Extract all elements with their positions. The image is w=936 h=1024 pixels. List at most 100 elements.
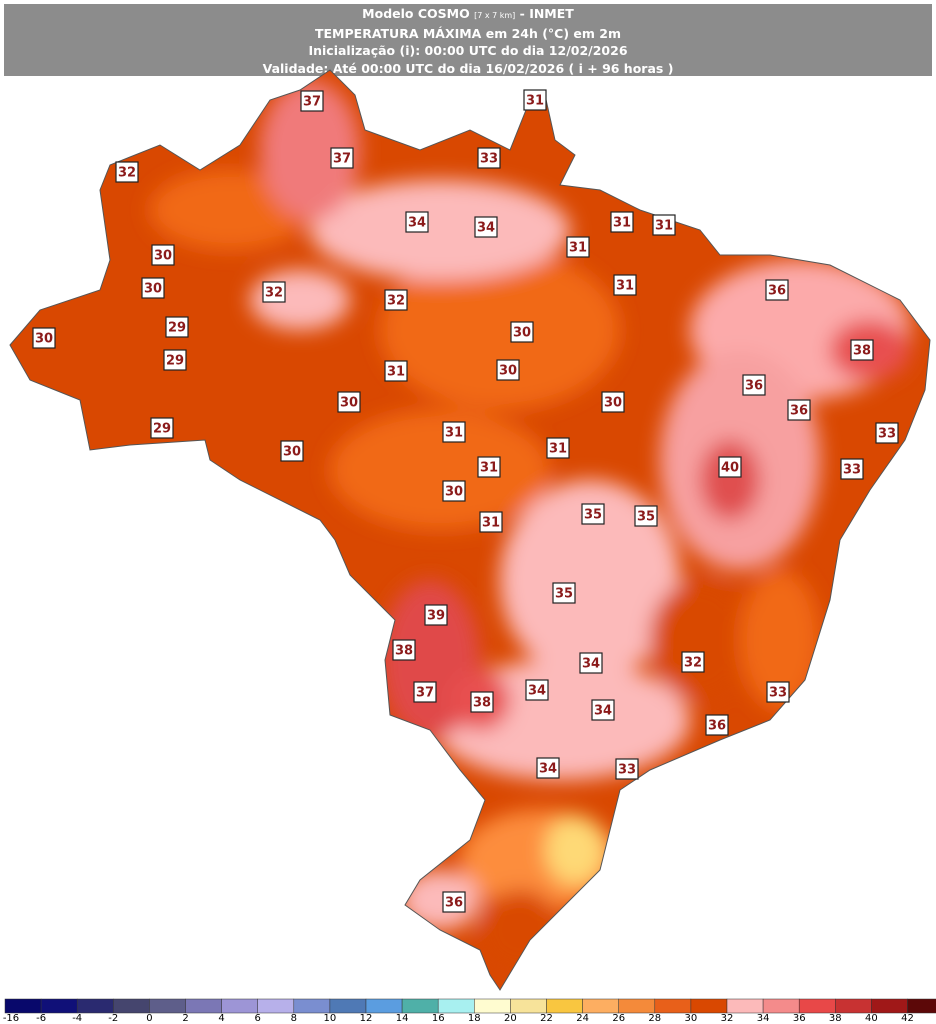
label-value: 31	[549, 442, 567, 457]
temperature-label: 30	[280, 440, 304, 462]
label-value: 35	[555, 587, 573, 602]
label-box	[705, 714, 729, 736]
label-box	[442, 891, 466, 913]
temperature-label: 33	[875, 422, 899, 444]
temperature-label: 32	[262, 281, 286, 303]
colorbar-tick: 40	[865, 1013, 878, 1024]
label-box	[477, 147, 501, 169]
colorbar-swatch	[437, 998, 475, 1014]
valid-line: Validade: Até 00:00 UTC do dia 16/02/202…	[262, 60, 674, 76]
colorbar-swatch	[365, 998, 403, 1014]
label-box	[787, 399, 811, 421]
temperature-label: 36	[765, 279, 789, 301]
temperature-label: 29	[165, 316, 189, 338]
label-value: 29	[168, 321, 186, 336]
label-value: 31	[655, 219, 673, 234]
temperature-label: 34	[405, 211, 429, 233]
colorbar-tick: 38	[829, 1013, 842, 1024]
label-box	[850, 339, 874, 361]
colorbar-tick: 42	[901, 1013, 914, 1024]
label-box	[496, 359, 520, 381]
label-value: 36	[768, 284, 786, 299]
label-box	[384, 289, 408, 311]
label-box	[615, 758, 639, 780]
label-box	[479, 511, 503, 533]
colorbar-swatch	[149, 998, 186, 1014]
label-value: 37	[333, 152, 351, 167]
label-box	[32, 327, 56, 349]
temperature-label: 38	[392, 639, 416, 661]
colorbar-tick: -16	[3, 1013, 19, 1024]
temperature-label: 34	[579, 652, 603, 674]
temperature-label: 31	[546, 437, 570, 459]
temperature-label: 31	[479, 511, 503, 533]
temperature-label: 33	[615, 758, 639, 780]
temperature-label: 30	[496, 359, 520, 381]
colorbar-swatch	[654, 998, 692, 1014]
label-box	[330, 147, 354, 169]
label-value: 30	[445, 485, 463, 500]
temperature-label: 37	[413, 681, 437, 703]
temperature-label: 32	[384, 289, 408, 311]
temperature-label: 35	[634, 505, 658, 527]
label-value: 34	[594, 704, 612, 719]
temperature-label: 30	[337, 391, 361, 413]
colorbar-tick: 22	[540, 1013, 553, 1024]
colorbar-swatch	[76, 998, 114, 1014]
label-value: 32	[387, 294, 405, 309]
temperature-label: 31	[523, 89, 547, 111]
temperature-label: 34	[536, 757, 560, 779]
colorbar-swatch	[474, 998, 511, 1014]
label-value: 31	[569, 241, 587, 256]
temperature-label: 33	[840, 458, 864, 480]
label-box	[610, 211, 634, 233]
colorbar-swatch	[546, 998, 583, 1014]
temperature-label: 38	[850, 339, 874, 361]
label-box	[536, 757, 560, 779]
label-box	[875, 422, 899, 444]
label-value: 29	[153, 422, 171, 437]
label-box	[766, 681, 790, 703]
label-value: 34	[539, 762, 557, 777]
colorbar-swatch	[618, 998, 656, 1014]
temperature-label: 29	[163, 349, 187, 371]
label-box	[474, 216, 498, 238]
label-value: 30	[340, 396, 358, 411]
label-value: 33	[878, 427, 896, 442]
label-value: 32	[118, 166, 136, 181]
colorbar-tick: 20	[504, 1013, 517, 1024]
label-box	[581, 503, 605, 525]
colorbar-tick: 18	[468, 1013, 481, 1024]
label-value: 33	[843, 463, 861, 478]
init-line: Inicialização (i): 00:00 UTC do dia 12/0…	[308, 43, 628, 58]
label-value: 30	[144, 282, 162, 297]
label-value: 38	[473, 696, 491, 711]
temperature-label: 35	[552, 582, 576, 604]
colorbar-tick: 24	[576, 1013, 589, 1024]
label-box	[165, 316, 189, 338]
label-box	[141, 277, 165, 299]
colorbar-swatch	[113, 998, 150, 1014]
title-model: Modelo COSMO	[362, 6, 470, 21]
temperature-label: 30	[32, 327, 56, 349]
label-value: 30	[499, 364, 517, 379]
label-box	[652, 214, 676, 236]
colorbar-swatch	[582, 998, 619, 1014]
temperature-label: 32	[115, 161, 139, 183]
temperature-label: 30	[442, 480, 466, 502]
label-value: 33	[769, 686, 787, 701]
label-value: 34	[528, 684, 546, 699]
temperature-label: 35	[581, 503, 605, 525]
label-box	[742, 374, 766, 396]
temperature-label: 33	[766, 681, 790, 703]
label-value: 34	[582, 657, 600, 672]
colorbar-swatch	[185, 998, 222, 1014]
label-value: 30	[604, 396, 622, 411]
temperature-label: 38	[470, 691, 494, 713]
label-value: 38	[395, 644, 413, 659]
colorbar-tick: -2	[108, 1013, 118, 1024]
colorbar-swatch	[401, 998, 439, 1014]
temperature-label: 30	[151, 244, 175, 266]
label-box	[163, 349, 187, 371]
